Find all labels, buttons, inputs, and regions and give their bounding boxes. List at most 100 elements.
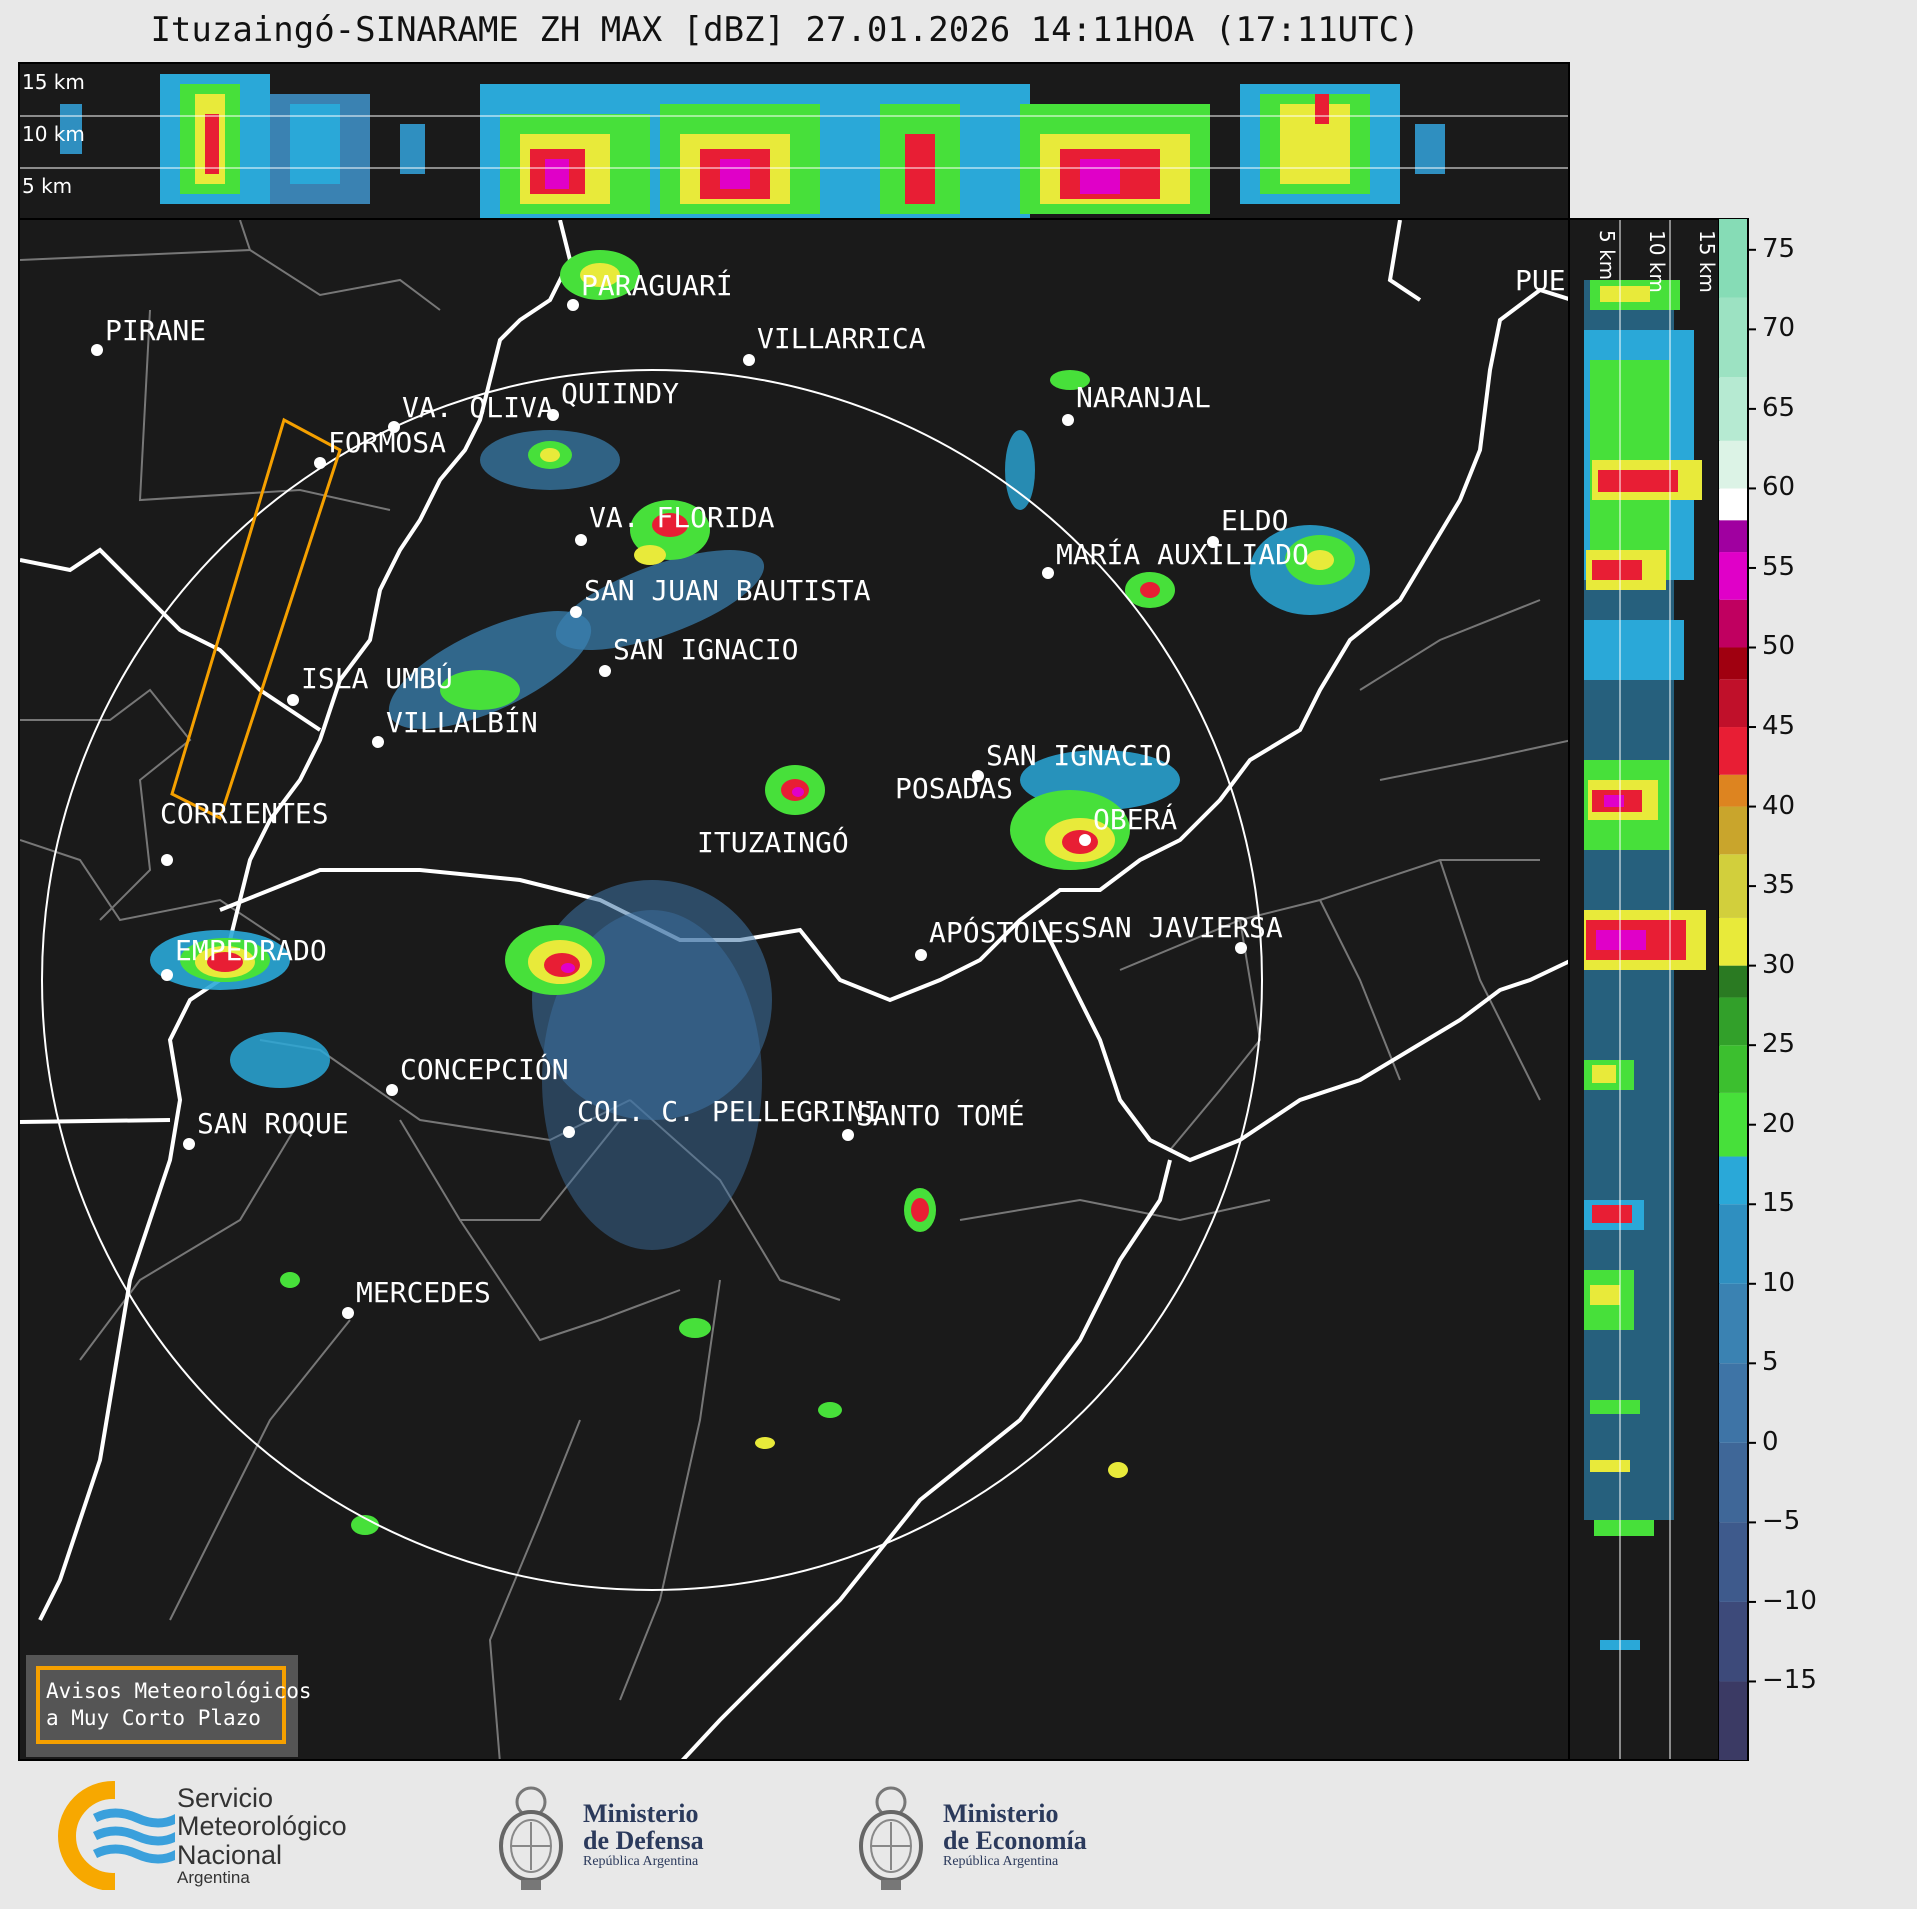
colorbar-segment xyxy=(1718,552,1748,600)
colorbar-segment xyxy=(1718,647,1748,680)
place-label: CONCEPCIÓN xyxy=(400,1052,569,1086)
colorbar-segment xyxy=(1718,1363,1748,1443)
place-label: MARÍA AUXILIADO xyxy=(1056,537,1309,571)
colorbar-tick-label: 10 xyxy=(1762,1267,1796,1298)
coat-of-arms-icon xyxy=(499,1786,563,1890)
smn-line2: Meteorológico xyxy=(177,1811,347,1842)
warning-legend-box: Avisos Meteorológicos a Muy Corto Plazo xyxy=(26,1655,312,1757)
colorbar-tick-label: −10 xyxy=(1762,1585,1817,1616)
economia-line1: Ministerio xyxy=(943,1799,1059,1828)
colorbar-tick-label: 20 xyxy=(1762,1108,1796,1139)
place-label: SAN ROQUE xyxy=(197,1107,349,1140)
colorbar-segment xyxy=(1718,1283,1748,1364)
colorbar-segment xyxy=(1718,440,1748,489)
top-label-10km: 10 km xyxy=(22,122,85,146)
colorbar-segment xyxy=(1718,1522,1748,1602)
right-label-15km: 15 km xyxy=(1695,230,1719,293)
colorbar-tick-label: −15 xyxy=(1762,1665,1817,1696)
place-label: SAN IGNACIO xyxy=(613,633,798,666)
economia-line3: República Argentina xyxy=(943,1853,1059,1869)
colorbar-segment xyxy=(1718,520,1748,553)
smn-line4: Argentina xyxy=(177,1868,250,1888)
colorbar-tick-label: 45 xyxy=(1762,711,1796,742)
colorbar-tick-label: 60 xyxy=(1762,472,1796,503)
place-label: COL. C. PELLEGRINI xyxy=(577,1095,880,1128)
place-markers xyxy=(91,299,1247,1319)
top-label-5km: 5 km xyxy=(22,174,72,198)
colorbar-segment xyxy=(1718,965,1748,998)
place-label: VILLARRICA xyxy=(757,322,926,355)
right-echo-layer xyxy=(1584,280,1706,1650)
colorbar-segment xyxy=(1718,679,1748,728)
economia-logo: Ministerio de Economía República Argenti… xyxy=(855,1780,1155,1895)
colorbar-segment xyxy=(1718,1156,1748,1205)
place-label: ITUZAINGÓ xyxy=(697,825,849,859)
smn-line1: Servicio xyxy=(177,1783,274,1813)
colorbar-segment xyxy=(1718,488,1748,521)
colorbar-segment xyxy=(1718,1204,1748,1284)
colorbar-segment xyxy=(1718,997,1748,1046)
place-label: SAN JUAN BAUTISTA xyxy=(584,574,871,607)
admin-boundaries xyxy=(20,220,1568,1759)
colorbar-segment xyxy=(1718,917,1748,966)
place-label: QUIINDY xyxy=(561,377,679,410)
colorbar-segment xyxy=(1718,854,1748,918)
place-label: VA. FLORIDA xyxy=(589,501,775,534)
colorbar-tick-label: 50 xyxy=(1762,631,1796,662)
colorbar-segment xyxy=(1718,774,1748,807)
colorbar-tick-label: 40 xyxy=(1762,790,1796,821)
top-cross-section-panel: 15 km 10 km 5 km xyxy=(18,62,1570,220)
footer: Servicio Meteorológico Nacional Argentin… xyxy=(0,1762,1917,1909)
place-label: ELDO xyxy=(1221,504,1288,537)
smn-logo: Servicio Meteorológico Nacional Argentin… xyxy=(55,1780,385,1895)
colorbar-segment xyxy=(1718,218,1748,298)
colorbar-tick-label: 0 xyxy=(1762,1426,1779,1457)
colorbar-tick-label: 75 xyxy=(1762,233,1796,264)
place-label: FORMOSA xyxy=(328,426,446,459)
chart-title: Ituzaingó-SINARAME ZH MAX [dBZ] 27.01.20… xyxy=(150,10,1420,50)
colorbar-tick-label: 5 xyxy=(1762,1347,1779,1378)
colorbar-tick-label: 35 xyxy=(1762,870,1796,901)
colorbar-segment xyxy=(1718,806,1748,855)
radar-map: PIRANE PARAGUARÍ VILLARRICA QUIINDY VA. … xyxy=(18,218,1570,1761)
colorbar-segment xyxy=(1718,1601,1748,1682)
place-label: VILLALBÍN xyxy=(386,705,538,739)
warning-polygon xyxy=(170,417,342,821)
smn-line3: Nacional xyxy=(177,1839,283,1870)
place-label: ISLA UMBÚ xyxy=(301,661,453,695)
place-label: VA. OLIVA xyxy=(402,391,554,424)
rivers-borders xyxy=(20,220,1568,1759)
place-label: SAN IGNACIO xyxy=(986,739,1171,772)
colorbar-tick-labels: 75 70 65 60 55 50 45 40 35 30 25 20 15 10 5 0 −5 −10 −15 xyxy=(1762,218,1902,1761)
defensa-line1: Ministerio xyxy=(583,1799,699,1828)
warning-legend-line2: a Muy Corto Plazo xyxy=(46,1706,261,1730)
colorbar-segment xyxy=(1718,1045,1748,1093)
place-label: NARANJAL xyxy=(1076,381,1211,414)
defensa-line3: República Argentina xyxy=(583,1853,699,1869)
place-label: SAN JAVIER xyxy=(1081,911,1250,944)
colorbar-tick-label: 55 xyxy=(1762,551,1796,582)
colorbar-tick-label: −5 xyxy=(1762,1506,1801,1537)
right-cross-section-panel: 5 km 10 km 15 km xyxy=(1568,218,1720,1761)
right-label-5km: 5 km xyxy=(1595,230,1619,280)
colorbar-segment xyxy=(1718,1681,1748,1761)
colorbar-segment xyxy=(1718,599,1748,648)
place-label: PARAGUARÍ xyxy=(581,268,733,302)
defensa-line2: de Defensa xyxy=(583,1826,704,1856)
colorbar-segment xyxy=(1718,297,1748,378)
smn-emblem xyxy=(58,1780,175,1890)
colorbar-segment xyxy=(1718,1092,1748,1157)
place-label: APÓSTOLES xyxy=(929,915,1081,949)
place-label: OBERÁ xyxy=(1093,802,1177,836)
place-label: SA xyxy=(1249,911,1283,944)
colorbar-segment xyxy=(1718,1442,1748,1523)
radar-echoes xyxy=(150,250,1370,1535)
place-label: POSADAS xyxy=(895,772,1013,805)
top-label-15km: 15 km xyxy=(22,70,85,94)
colorbar-tick-label: 70 xyxy=(1762,313,1796,344)
coat-of-arms-icon xyxy=(859,1786,923,1890)
place-label: EMPEDRADO xyxy=(175,934,327,967)
colorbar-segment xyxy=(1718,727,1748,775)
place-label: CORRIENTES xyxy=(160,797,329,830)
right-label-10km: 10 km xyxy=(1645,230,1669,293)
